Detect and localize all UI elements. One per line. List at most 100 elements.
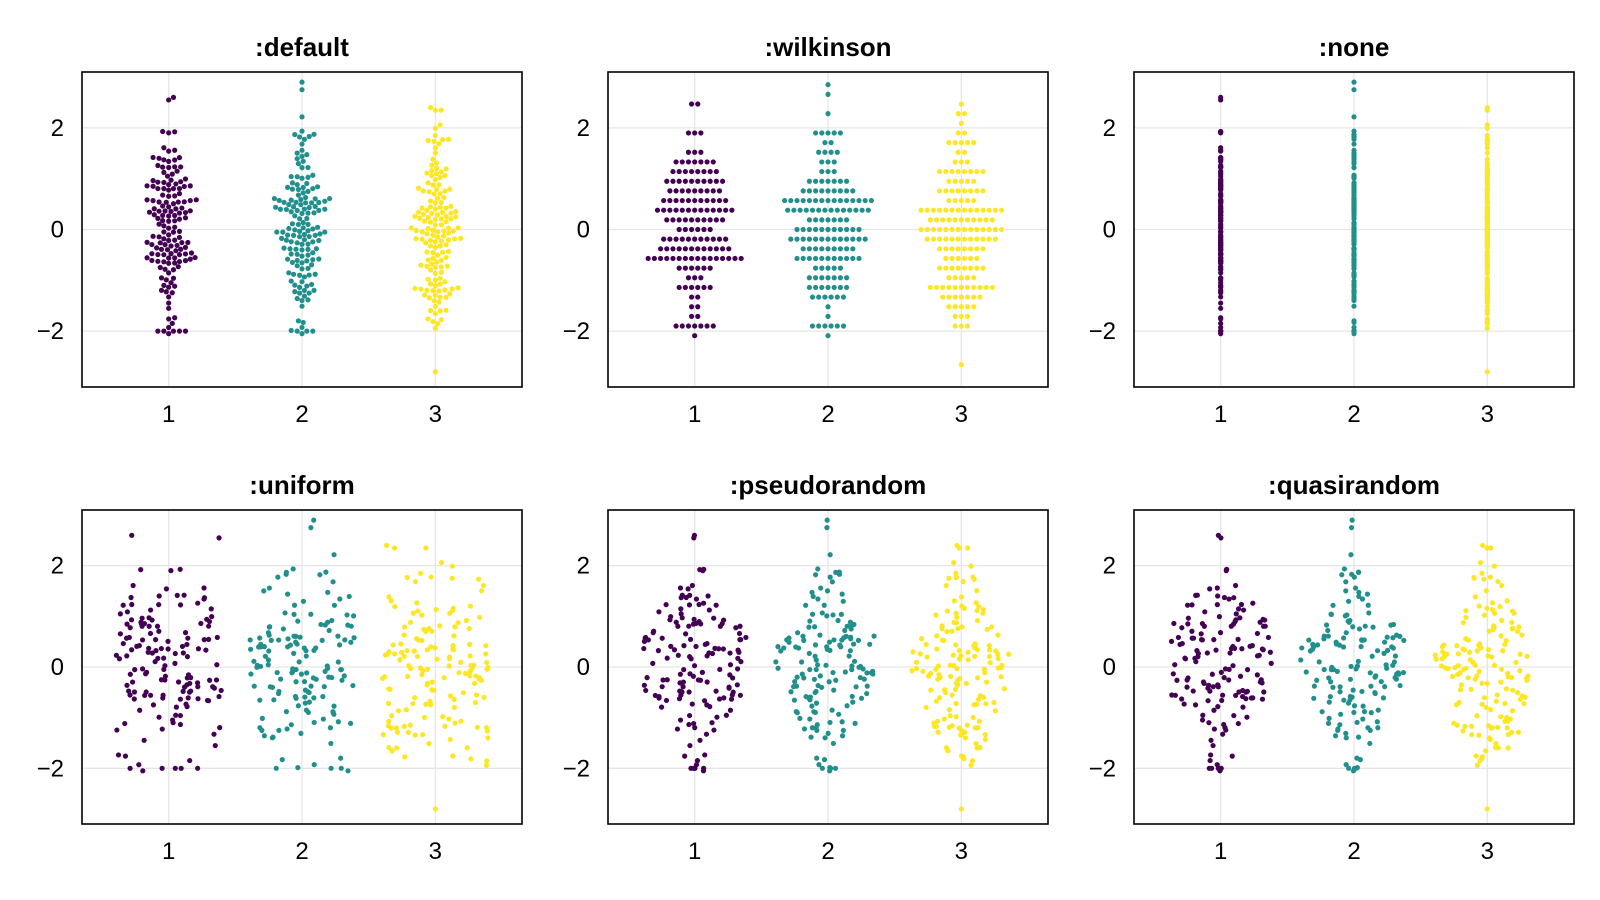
data-point-group-1 bbox=[688, 246, 695, 252]
data-point-group-2 bbox=[305, 164, 311, 171]
data-point-group-1 bbox=[117, 631, 123, 637]
data-point-group-1 bbox=[1220, 731, 1226, 737]
data-point-group-2 bbox=[1342, 613, 1348, 619]
data-point-group-3 bbox=[961, 168, 968, 175]
data-point-group-3 bbox=[980, 168, 986, 175]
data-point-group-1 bbox=[161, 179, 167, 186]
data-point-group-1 bbox=[1218, 251, 1224, 257]
data-point-group-3 bbox=[1438, 663, 1445, 669]
data-point-group-1 bbox=[127, 692, 133, 698]
data-point-group-3 bbox=[412, 213, 418, 219]
data-point-group-2 bbox=[784, 637, 790, 643]
data-point-group-2 bbox=[304, 180, 310, 187]
data-point-group-1 bbox=[174, 592, 180, 598]
data-point-group-1 bbox=[166, 218, 172, 224]
data-point-group-3 bbox=[425, 180, 431, 186]
data-point-group-1 bbox=[1210, 742, 1216, 749]
data-point-group-1 bbox=[170, 328, 177, 334]
data-point-group-1 bbox=[676, 178, 682, 184]
data-point-group-2 bbox=[827, 574, 833, 580]
data-point-group-2 bbox=[851, 641, 857, 647]
data-point-group-2 bbox=[819, 236, 825, 242]
data-point-group-3 bbox=[466, 625, 472, 632]
data-point-group-2 bbox=[839, 637, 845, 643]
data-point-group-2 bbox=[1354, 663, 1361, 669]
data-point-group-2 bbox=[1348, 525, 1355, 531]
data-point-group-2 bbox=[837, 217, 844, 223]
data-point-group-3 bbox=[424, 170, 430, 176]
data-point-group-1 bbox=[146, 209, 153, 215]
data-point-group-3 bbox=[913, 665, 920, 672]
data-point-group-3 bbox=[450, 605, 456, 611]
data-point-group-1 bbox=[172, 237, 178, 243]
data-point-group-3 bbox=[415, 608, 421, 614]
data-point-group-2 bbox=[1366, 610, 1372, 616]
data-point-group-1 bbox=[166, 284, 172, 290]
data-point-group-1 bbox=[695, 255, 701, 262]
data-point-group-3 bbox=[946, 284, 952, 291]
data-point-group-3 bbox=[443, 219, 449, 225]
data-point-group-3 bbox=[961, 236, 968, 242]
data-point-group-3 bbox=[958, 140, 964, 146]
data-point-group-3 bbox=[992, 708, 998, 714]
data-point-group-1 bbox=[173, 206, 179, 212]
data-point-group-1 bbox=[673, 323, 679, 329]
data-point-group-1 bbox=[710, 207, 716, 213]
data-point-group-1 bbox=[687, 742, 693, 749]
data-point-group-1 bbox=[713, 246, 719, 252]
data-point-group-2 bbox=[1328, 611, 1334, 617]
data-point-group-2 bbox=[1400, 669, 1407, 676]
data-point-group-3 bbox=[1458, 682, 1465, 688]
data-point-group-2 bbox=[811, 676, 817, 682]
data-point-group-2 bbox=[295, 186, 301, 193]
data-point-group-3 bbox=[403, 707, 409, 713]
data-point-group-1 bbox=[169, 290, 175, 296]
data-point-group-3 bbox=[944, 628, 950, 635]
data-point-group-3 bbox=[477, 614, 483, 621]
data-point-group-2 bbox=[351, 635, 357, 641]
data-point-group-3 bbox=[971, 294, 977, 300]
data-point-group-2 bbox=[1382, 639, 1388, 645]
data-point-group-1 bbox=[1218, 129, 1224, 135]
data-point-group-2 bbox=[817, 673, 823, 679]
data-point-group-3 bbox=[1504, 598, 1510, 604]
data-point-group-2 bbox=[299, 153, 305, 159]
data-point-group-1 bbox=[699, 669, 706, 675]
data-point-group-1 bbox=[737, 637, 743, 643]
data-point-group-1 bbox=[728, 696, 735, 702]
data-point-group-2 bbox=[338, 755, 344, 761]
data-point-group-2 bbox=[316, 199, 322, 206]
data-point-group-3 bbox=[432, 277, 438, 283]
data-point-group-1 bbox=[1217, 768, 1223, 774]
data-point-group-1 bbox=[161, 282, 167, 288]
data-point-group-2 bbox=[1326, 715, 1332, 722]
data-point-group-1 bbox=[129, 532, 135, 538]
data-point-group-3 bbox=[414, 653, 420, 660]
data-point-group-1 bbox=[139, 637, 146, 643]
data-point-group-1 bbox=[1223, 567, 1230, 573]
data-point-group-3 bbox=[1513, 659, 1519, 665]
data-point-group-3 bbox=[937, 226, 943, 233]
data-point-group-1 bbox=[1218, 199, 1224, 205]
data-point-group-1 bbox=[1218, 275, 1224, 281]
data-point-group-1 bbox=[203, 647, 209, 653]
data-point-group-3 bbox=[986, 207, 992, 213]
plot-frame bbox=[1133, 71, 1575, 388]
data-point-group-2 bbox=[299, 247, 305, 253]
data-point-group-1 bbox=[692, 130, 698, 136]
data-point-group-1 bbox=[670, 217, 676, 223]
data-point-group-3 bbox=[391, 545, 398, 551]
data-point-group-3 bbox=[1455, 671, 1461, 678]
data-point-group-1 bbox=[161, 223, 167, 229]
data-point-group-2 bbox=[1332, 733, 1339, 739]
data-point-group-1 bbox=[155, 185, 161, 192]
y-tick-label: −2 bbox=[1089, 755, 1116, 782]
data-point-group-2 bbox=[350, 682, 356, 689]
data-point-group-2 bbox=[868, 197, 875, 204]
data-point-group-2 bbox=[812, 653, 818, 659]
data-point-group-1 bbox=[711, 727, 717, 733]
data-point-group-1 bbox=[716, 646, 722, 652]
data-point-group-1 bbox=[1218, 305, 1224, 311]
data-point-group-1 bbox=[176, 228, 183, 234]
data-point-group-1 bbox=[1172, 692, 1178, 698]
